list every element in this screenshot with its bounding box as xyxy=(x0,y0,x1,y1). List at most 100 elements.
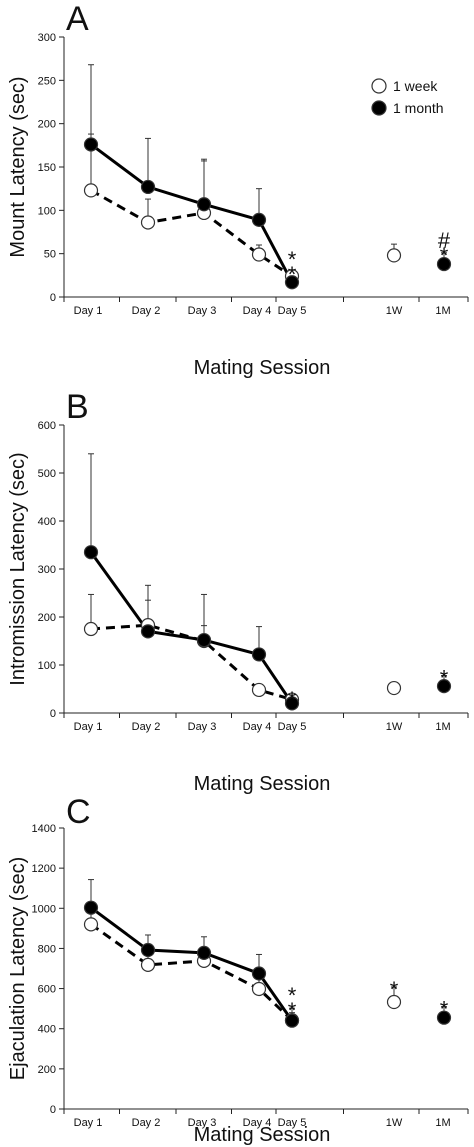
x-tick-label: 1M xyxy=(435,305,450,317)
x-tick-label: Day 1 xyxy=(74,305,103,317)
x-axis-title: Mating Session xyxy=(194,1124,331,1146)
data-point-1-month xyxy=(251,212,267,227)
data-point-1-month xyxy=(284,1013,300,1028)
data-point-1-week xyxy=(386,994,402,1010)
y-tick-label: 0 xyxy=(50,1104,56,1116)
data-point-1-week xyxy=(140,957,156,972)
data-point-1-week xyxy=(140,215,156,230)
y-tick-label: 200 xyxy=(38,119,56,131)
data-point-1-week xyxy=(251,682,267,698)
y-tick-label: 200 xyxy=(38,1064,56,1076)
legend-marker-1-week xyxy=(371,78,387,94)
data-point-1-month xyxy=(436,679,452,694)
data-point-1-month xyxy=(284,275,300,290)
significance-asterisk: * xyxy=(288,247,297,272)
y-tick-label: 300 xyxy=(38,32,56,44)
y-tick-label: 600 xyxy=(38,420,56,432)
panel-letter: B xyxy=(66,388,89,426)
x-tick-label: Day 2 xyxy=(132,721,161,733)
x-axis-title: Mating Session xyxy=(194,357,331,379)
significance-asterisk: * xyxy=(440,243,449,268)
y-tick-label: 150 xyxy=(38,162,56,174)
x-axis-title: Mating Session xyxy=(194,773,331,795)
y-tick-label: 250 xyxy=(38,75,56,87)
panel-letter: C xyxy=(66,793,91,831)
x-tick-label: 1W xyxy=(386,721,403,733)
x-tick-label: Day 1 xyxy=(74,1117,103,1129)
data-point-1-month xyxy=(196,632,212,648)
data-point-1-week xyxy=(251,247,267,262)
x-tick-label: 1M xyxy=(435,721,450,733)
significance-asterisk: * xyxy=(288,262,297,287)
significance-asterisk: * xyxy=(288,998,297,1023)
x-tick-label: Day 3 xyxy=(188,721,217,733)
data-point-1-week xyxy=(386,680,402,696)
data-point-1-month xyxy=(284,696,300,711)
y-tick-label: 200 xyxy=(38,612,56,624)
data-point-1-month xyxy=(140,179,156,195)
data-point-1-month xyxy=(83,137,99,152)
x-tick-label: Day 2 xyxy=(132,305,161,317)
x-tick-label: Day 1 xyxy=(74,721,103,733)
data-point-1-month xyxy=(140,942,156,958)
y-axis-title: Mount Latency (sec) xyxy=(7,76,29,257)
x-tick-label: Day 3 xyxy=(188,1117,217,1129)
y-axis-title: Ejaculation Latency (sec) xyxy=(7,857,29,1080)
chart-panel-c: 0 200 400 600 800 1000 1200 1400 Day 1 Day 2 Day 3… xyxy=(7,793,469,1146)
data-point-1-month xyxy=(196,945,212,960)
y-tick-label: 800 xyxy=(38,943,56,955)
data-point-1-week xyxy=(251,981,267,997)
significance-hash: # xyxy=(438,228,451,253)
y-tick-label: 1200 xyxy=(32,863,56,875)
x-tick-label: Day 5 xyxy=(278,721,307,733)
y-tick-label: 500 xyxy=(38,468,56,480)
x-tick-label: Day 5 xyxy=(278,305,307,317)
y-tick-label: 300 xyxy=(38,564,56,576)
y-tick-label: 400 xyxy=(38,1024,56,1036)
x-tick-label: Day 2 xyxy=(132,1117,161,1129)
y-tick-label: 600 xyxy=(38,984,56,996)
data-point-1-month xyxy=(140,624,156,639)
data-point-1-month xyxy=(83,545,99,560)
significance-asterisk: * xyxy=(440,666,449,691)
data-point-1-week xyxy=(83,621,99,637)
chart-panel-a: 0 50 100 150 200 250 300 Day 1 Day 2 Day 3 Day 4 Da… xyxy=(7,0,469,379)
data-point-1-month xyxy=(196,197,212,212)
legend-label: 1 week xyxy=(393,78,438,94)
chart-panel-b: 0 100 200 300 400 500 600 Day 1 Day 2 Day 3 Day 4 D… xyxy=(7,388,469,795)
y-tick-label: 100 xyxy=(38,205,56,217)
series-line-week xyxy=(90,623,293,702)
x-tick-label: Day 4 xyxy=(243,305,272,317)
x-tick-label: Day 4 xyxy=(243,721,272,733)
x-tick-label: Day 5 xyxy=(278,1117,307,1129)
data-point-1-week xyxy=(83,917,99,932)
y-tick-label: 400 xyxy=(38,516,56,528)
series-line-month xyxy=(90,906,294,1022)
legend-marker-1-month xyxy=(371,100,387,116)
data-point-1-week xyxy=(386,248,402,263)
data-point-1-month xyxy=(251,966,267,981)
panel-letter: A xyxy=(66,0,89,38)
data-point-1-month xyxy=(436,1010,452,1025)
legend: 1 week 1 month xyxy=(371,78,444,116)
series-line-week xyxy=(90,189,293,278)
x-tick-label: Day 4 xyxy=(243,1117,272,1129)
y-tick-label: 1400 xyxy=(32,823,56,835)
significance-asterisk: * xyxy=(390,977,399,1002)
y-tick-label: 50 xyxy=(44,249,56,261)
y-tick-label: 0 xyxy=(50,292,56,304)
y-tick-label: 0 xyxy=(50,708,56,720)
x-tick-label: Day 3 xyxy=(188,305,217,317)
y-tick-label: 1000 xyxy=(32,903,56,915)
data-point-1-month xyxy=(251,647,267,662)
x-tick-label: 1W xyxy=(386,1117,403,1129)
significance-asterisk: * xyxy=(288,687,297,712)
data-point-1-month xyxy=(83,900,99,915)
y-tick-label: 100 xyxy=(38,660,56,672)
significance-asterisk: * xyxy=(288,983,297,1008)
data-point-1-week xyxy=(83,183,99,198)
significance-asterisk: * xyxy=(440,997,449,1022)
data-point-1-month xyxy=(436,256,452,272)
legend-label: 1 month xyxy=(393,100,444,116)
